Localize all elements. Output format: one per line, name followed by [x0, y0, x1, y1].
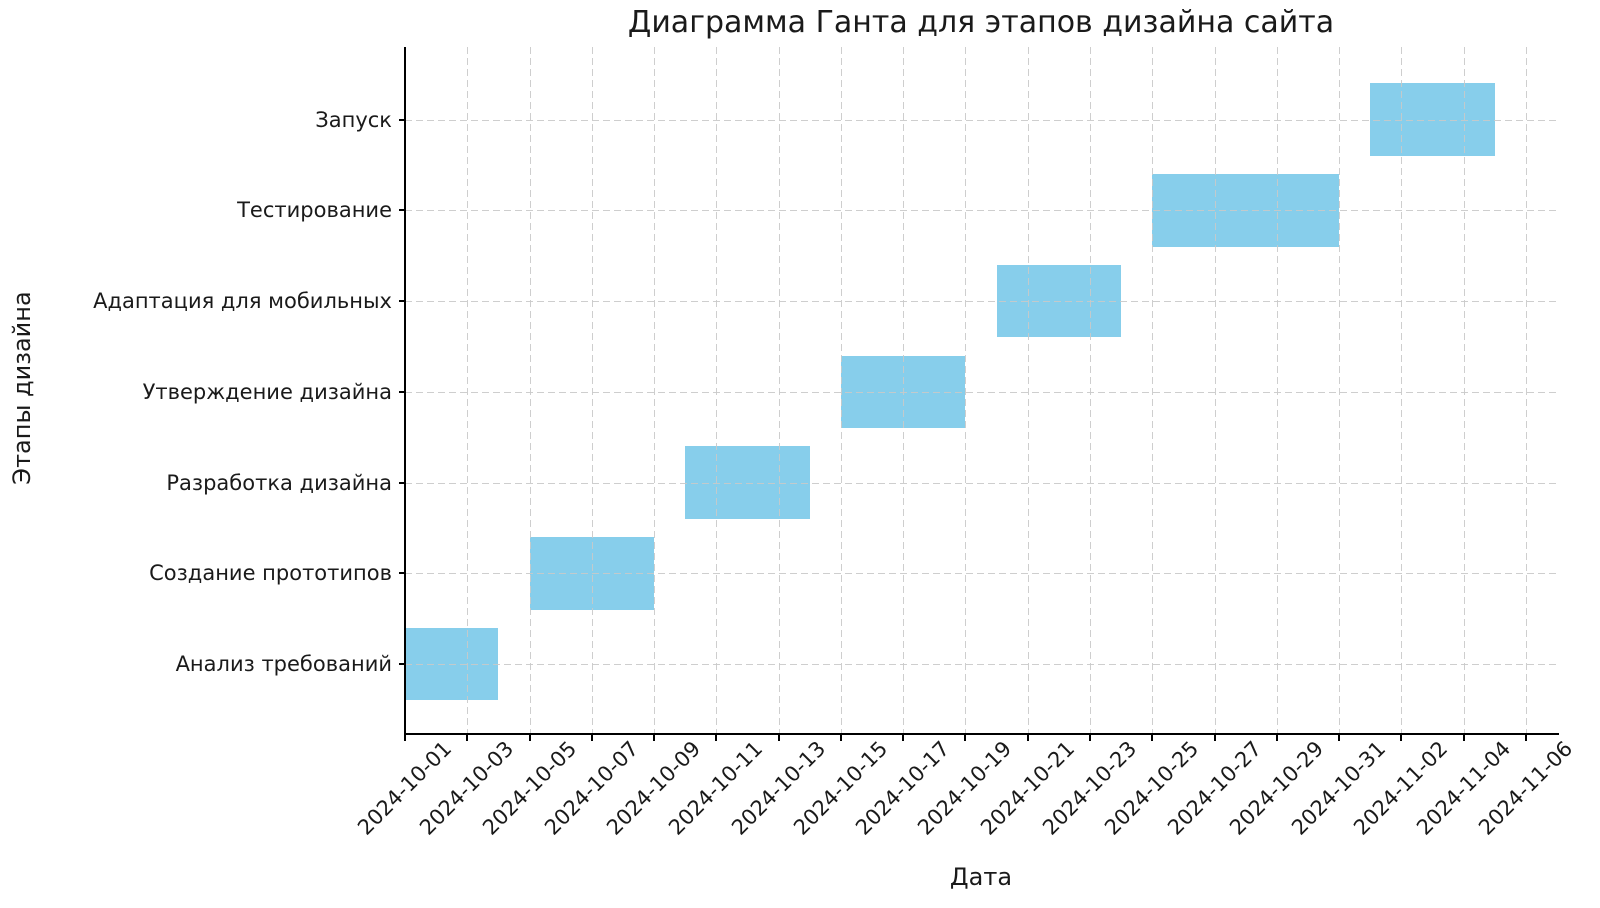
x-tick-mark: [839, 735, 842, 741]
y-gridline: [405, 482, 1557, 484]
chart-title: Диаграмма Ганта для этапов дизайна сайта: [627, 5, 1335, 40]
y-axis-spine: [404, 47, 406, 735]
x-gridline: [1463, 47, 1465, 733]
x-gridline: [1525, 47, 1527, 733]
y-tick-label: Разработка дизайна: [166, 470, 392, 495]
x-gridline: [716, 47, 718, 733]
x-tick-mark: [1213, 735, 1216, 741]
x-tick-mark: [1275, 735, 1278, 741]
y-tick-label: Создание прототипов: [149, 561, 392, 586]
gantt-bar: [1152, 174, 1340, 247]
x-tick-mark: [1026, 735, 1029, 741]
y-tick-label: Адаптация для мобильных: [93, 289, 392, 314]
y-gridline: [405, 210, 1557, 212]
x-axis-spine: [404, 733, 1559, 735]
y-tick-mark: [399, 663, 406, 666]
y-tick-mark: [399, 209, 406, 212]
x-gridline: [1152, 47, 1154, 733]
y-gridline: [405, 119, 1557, 121]
x-tick-mark: [466, 735, 469, 741]
x-gridline: [1214, 47, 1216, 733]
y-tick-mark: [399, 481, 406, 484]
x-gridline: [467, 47, 469, 733]
x-tick-mark: [964, 735, 967, 741]
y-tick-mark: [399, 300, 406, 303]
x-gridline: [529, 47, 531, 733]
y-tick-label: Анализ требований: [175, 652, 392, 677]
x-gridline: [965, 47, 967, 733]
x-tick-mark: [1338, 735, 1341, 741]
x-tick-mark: [715, 735, 718, 741]
x-gridline: [778, 47, 780, 733]
x-tick-mark: [1524, 735, 1527, 741]
y-tick-mark: [399, 572, 406, 575]
y-gridline: [405, 664, 1557, 666]
x-tick-mark: [653, 735, 656, 741]
x-gridline: [654, 47, 656, 733]
gantt-bar: [405, 627, 499, 701]
x-gridline: [1401, 47, 1403, 733]
y-gridline: [405, 391, 1557, 393]
gantt-bar: [996, 264, 1122, 338]
y-tick-mark: [399, 118, 406, 121]
x-gridline: [1276, 47, 1278, 733]
x-gridline: [903, 47, 905, 733]
y-tick-label: Утверждение дизайна: [142, 379, 392, 404]
y-tick-mark: [399, 390, 406, 393]
x-gridline: [1089, 47, 1091, 733]
x-tick-mark: [528, 735, 531, 741]
x-tick-mark: [404, 735, 406, 741]
x-gridline: [1339, 47, 1341, 733]
y-gridline: [405, 301, 1557, 303]
x-tick-mark: [1400, 735, 1403, 741]
y-tick-label: Тестирование: [237, 198, 392, 223]
x-tick-mark: [1151, 735, 1154, 741]
x-gridline: [1027, 47, 1029, 733]
gantt-bar: [685, 446, 810, 519]
x-tick-mark: [1088, 735, 1091, 741]
y-gridline: [405, 573, 1557, 575]
x-gridline: [840, 47, 842, 733]
y-tick-label: Запуск: [315, 107, 392, 132]
x-gridline: [591, 47, 593, 733]
x-tick-mark: [1462, 735, 1465, 741]
x-axis-title: Дата: [949, 863, 1013, 891]
x-tick-mark: [902, 735, 905, 741]
x-tick-mark: [777, 735, 780, 741]
gantt-bar: [1370, 83, 1495, 156]
x-tick-mark: [590, 735, 593, 741]
